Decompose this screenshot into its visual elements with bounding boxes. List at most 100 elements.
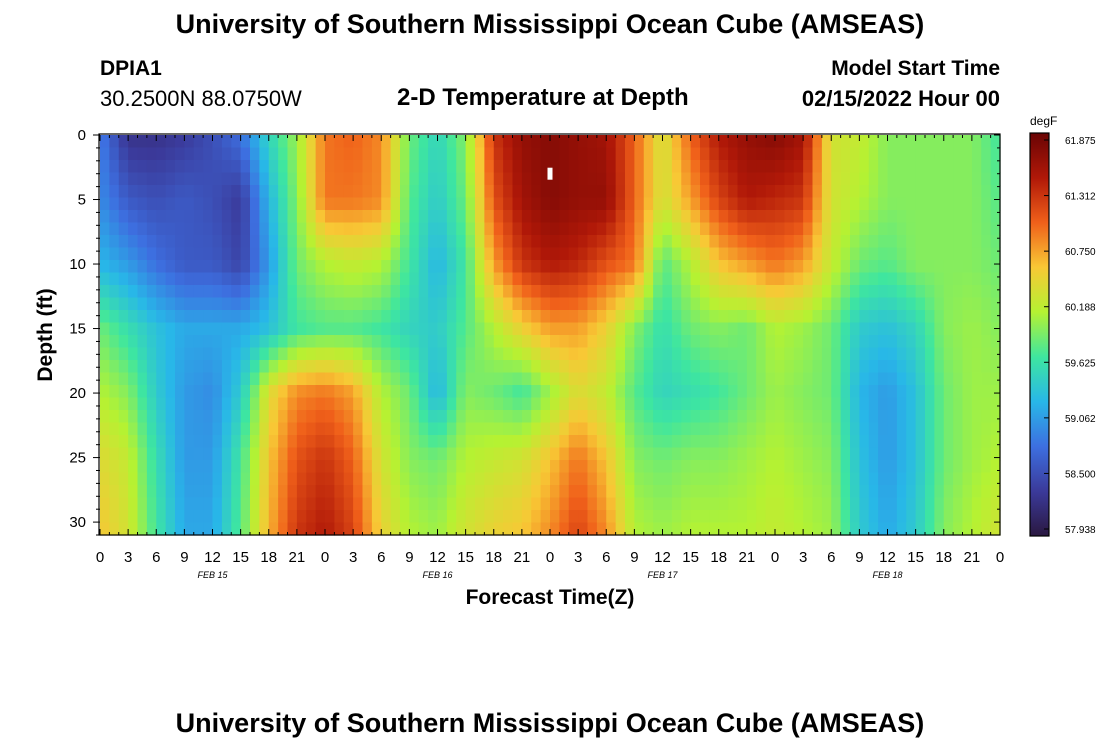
heat-cell xyxy=(625,485,635,499)
heat-cell xyxy=(737,360,748,374)
heat-cell xyxy=(953,222,964,236)
heat-cell xyxy=(700,260,710,274)
heat-cell xyxy=(521,172,532,186)
heat-cell xyxy=(643,310,654,324)
heat-cell xyxy=(193,322,204,336)
heat-cell xyxy=(353,360,364,374)
heat-cell xyxy=(728,447,739,461)
heat-cell xyxy=(615,385,626,399)
heat-cell xyxy=(465,235,476,249)
heat-cell xyxy=(212,172,223,186)
heat-cell xyxy=(690,322,701,336)
heat-cell xyxy=(531,485,542,499)
heat-cell xyxy=(362,310,373,324)
heat-cell xyxy=(831,472,842,486)
heat-cell xyxy=(821,335,832,349)
heat-cell xyxy=(268,485,279,499)
heat-cell xyxy=(175,385,185,399)
heat-cell xyxy=(231,272,242,286)
heat-cell xyxy=(925,310,935,324)
heat-cell xyxy=(606,210,617,224)
heat-cell xyxy=(934,410,945,424)
heat-cell xyxy=(334,385,345,399)
heat-cell xyxy=(409,422,420,436)
heat-cell xyxy=(240,410,251,424)
heat-cell xyxy=(390,497,401,511)
heat-cell xyxy=(868,247,879,261)
heat-cell xyxy=(315,472,326,486)
heat-cell xyxy=(915,335,926,349)
heat-cell xyxy=(409,347,420,361)
heat-cell xyxy=(193,272,204,286)
heat-cell xyxy=(878,197,889,211)
heat-cell xyxy=(859,485,870,499)
heat-cell xyxy=(475,360,485,374)
heat-cell xyxy=(343,235,354,249)
heat-cell xyxy=(400,285,410,299)
heat-cell xyxy=(962,422,973,436)
heat-cell xyxy=(146,172,157,186)
heat-cell xyxy=(943,522,954,536)
heat-cell xyxy=(475,485,485,499)
heat-cell xyxy=(287,360,298,374)
heat-cell xyxy=(165,160,176,174)
heat-cell xyxy=(118,285,129,299)
heat-cell xyxy=(859,172,870,186)
heat-cell xyxy=(446,172,457,186)
heat-cell xyxy=(596,235,607,249)
heat-cell xyxy=(812,272,823,286)
heat-cell xyxy=(643,235,654,249)
heat-cell xyxy=(625,222,635,236)
x-tick-label: 18 xyxy=(260,549,277,566)
heat-cell xyxy=(118,372,129,386)
heat-cell xyxy=(671,172,682,186)
heat-cell xyxy=(475,335,485,349)
heat-cell xyxy=(315,297,326,311)
heat-cell xyxy=(259,285,270,299)
heat-cell xyxy=(175,222,185,236)
heat-cell xyxy=(746,347,757,361)
heat-cell xyxy=(550,497,560,511)
heat-cell xyxy=(643,185,654,199)
heat-cell xyxy=(146,447,157,461)
heat-cell xyxy=(175,447,185,461)
heat-cell xyxy=(240,472,251,486)
heat-cell xyxy=(503,247,514,261)
heat-cell xyxy=(362,185,373,199)
heat-cell xyxy=(521,210,532,224)
heat-cell xyxy=(990,460,1001,474)
heat-cell xyxy=(746,297,757,311)
heat-cell xyxy=(362,447,373,461)
heat-cell xyxy=(718,447,729,461)
heat-cell xyxy=(465,435,476,449)
heat-cell xyxy=(184,397,195,411)
heat-cell xyxy=(831,322,842,336)
heat-cell xyxy=(100,397,110,411)
heat-cell xyxy=(353,222,364,236)
heat-cell xyxy=(596,210,607,224)
heat-cell xyxy=(718,285,729,299)
heat-cell xyxy=(390,185,401,199)
heat-cell xyxy=(765,160,776,174)
x-tick-label: 18 xyxy=(485,549,502,566)
heat-cell xyxy=(296,385,307,399)
heat-cell xyxy=(503,372,514,386)
heat-cell xyxy=(118,385,129,399)
heat-cell xyxy=(803,335,814,349)
heat-cell xyxy=(521,447,532,461)
heat-cell xyxy=(175,347,185,361)
heat-cell xyxy=(690,397,701,411)
heat-cell xyxy=(325,360,335,374)
heat-cell xyxy=(784,485,795,499)
heat-cell xyxy=(531,510,542,524)
heat-cell xyxy=(625,235,635,249)
heat-cell xyxy=(831,172,842,186)
heat-cell xyxy=(662,435,673,449)
heat-cell xyxy=(193,397,204,411)
heat-cell xyxy=(709,235,720,249)
heat-cell xyxy=(634,372,645,386)
heat-cell xyxy=(587,210,598,224)
heat-cell xyxy=(878,185,889,199)
heat-cell xyxy=(128,472,139,486)
heat-cell xyxy=(962,360,973,374)
